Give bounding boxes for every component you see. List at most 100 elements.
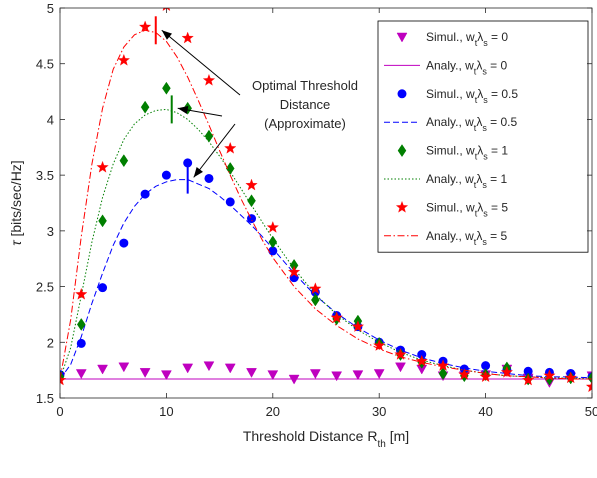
legend-label: Analy., wtλs = 0 [426,58,507,76]
y-tick-label: 3 [47,224,54,239]
legend-box [377,20,589,253]
data-point [245,178,258,191]
data-point [60,373,67,386]
data-point [118,362,130,373]
legend-entry: Simul., wtλs = 0.5 [397,87,518,105]
legend-label: Simul., wtλs = 1 [426,144,508,162]
annotation-arrow-head [193,167,203,178]
data-point [395,362,406,373]
legend-entry: Simul., wtλs = 0 [396,30,508,48]
legend-label: Analy., wtλs = 1 [426,172,507,190]
data-point [224,141,237,154]
legend-label-part: λ [476,172,482,186]
legend-label-subscript: t [475,95,478,105]
legend-label-part: = 5 [488,200,509,214]
y-tick-label: 1.5 [36,391,54,406]
legend-label-subscript: t [474,237,477,247]
y-axis-title-part: [bits/sec/Hz] [8,160,24,240]
x-axis-title: Threshold Distance Rth [m] [243,428,409,450]
annotation: Optimal Threshold Distance (Approximate) [161,29,358,178]
x-tick-label: 30 [372,404,386,419]
legend-marker-sample [395,200,409,213]
y-tick-label: 5 [47,1,54,16]
legend-label-part: λ [477,200,483,214]
data-point [585,380,592,393]
data-point [479,370,492,383]
legend-label-subscript: s [482,180,487,190]
x-axis-title-part: Threshold Distance R [243,428,378,444]
data-point [522,373,535,386]
data-point [330,311,343,323]
data-point [75,287,88,300]
data-point [500,365,514,378]
legend-label-part: = 5 [487,229,508,243]
data-point [162,81,171,95]
legend-label-part: λ [477,144,483,158]
annotation-arrow-head [177,106,189,114]
y-axis-title-symbol: τ [8,240,24,246]
data-point [204,173,214,183]
legend-label-subscript: s [483,152,488,162]
data-point [247,214,257,224]
data-point [458,368,471,380]
annotation-line: Optimal Threshold [252,78,358,93]
data-point [98,214,107,228]
series-6 [60,8,592,393]
legend-marker-sample [396,32,408,43]
data-point [139,368,151,378]
legend-label-subscript: t [475,208,478,218]
legend-label-subscript: s [482,237,487,247]
x-tick-label: 20 [266,404,280,419]
data-point [76,338,86,348]
y-axis-title: τ [bits/sec/Hz] [8,160,24,245]
legend-label-subscript: t [474,123,477,133]
legend-marker-sample [397,89,407,99]
plot-series-group [60,8,592,393]
data-point [587,371,592,385]
legend-label: Analy., wtλs = 0.5 [426,115,517,133]
legend-label-part: Analy., w [426,172,474,186]
data-point [266,221,279,233]
legend-entry: Analy., wtλs = 0 [384,58,507,76]
legend-label-subscript: s [483,95,488,105]
data-point [267,370,279,381]
legend-label-part: λ [476,229,482,243]
data-point [351,320,365,332]
legend-label: Simul., wtλs = 0 [426,30,508,48]
legend-label-subscript: t [475,38,478,48]
data-point [119,154,129,168]
legend-label-subscript: s [483,38,488,48]
legend-label-subscript: s [482,123,487,133]
data-point [246,368,257,378]
axes-frame [59,7,593,399]
data-layer [60,8,592,393]
legend-label: Simul., wtλs = 5 [426,200,508,218]
legend-label-part: Simul., w [426,200,475,214]
data-point [138,20,152,33]
data-point [202,73,216,86]
annotation-arrow-line [193,123,236,178]
legend-label-subscript: s [483,208,488,218]
data-point [140,100,150,114]
data-point [373,369,385,380]
data-point [161,170,171,180]
legend: Simul., wtλs = 0 Analy., wtλs = 0 Simul., … [377,20,589,253]
data-point [436,359,450,371]
data-point [119,238,129,248]
legend-label-subscript: t [475,152,478,162]
data-point [97,364,108,375]
axes: 0 10 20 30 40 50 1.5 2 2.5 3 3.5 4 4.5 5 Threshold Dis… [8,1,597,450]
legend-label: Analy., wtλs = 5 [426,229,507,247]
data-point [203,361,215,372]
data-point [160,370,172,381]
data-point [96,160,109,173]
data-point [76,318,86,331]
data-point [224,363,236,374]
x-tick-label: 10 [159,404,173,419]
annotation-arrow-head [161,30,173,40]
y-tick-label: 3.5 [36,168,54,183]
legend-label-subscript: s [482,66,487,76]
data-point [287,265,301,278]
data-point [268,235,278,249]
